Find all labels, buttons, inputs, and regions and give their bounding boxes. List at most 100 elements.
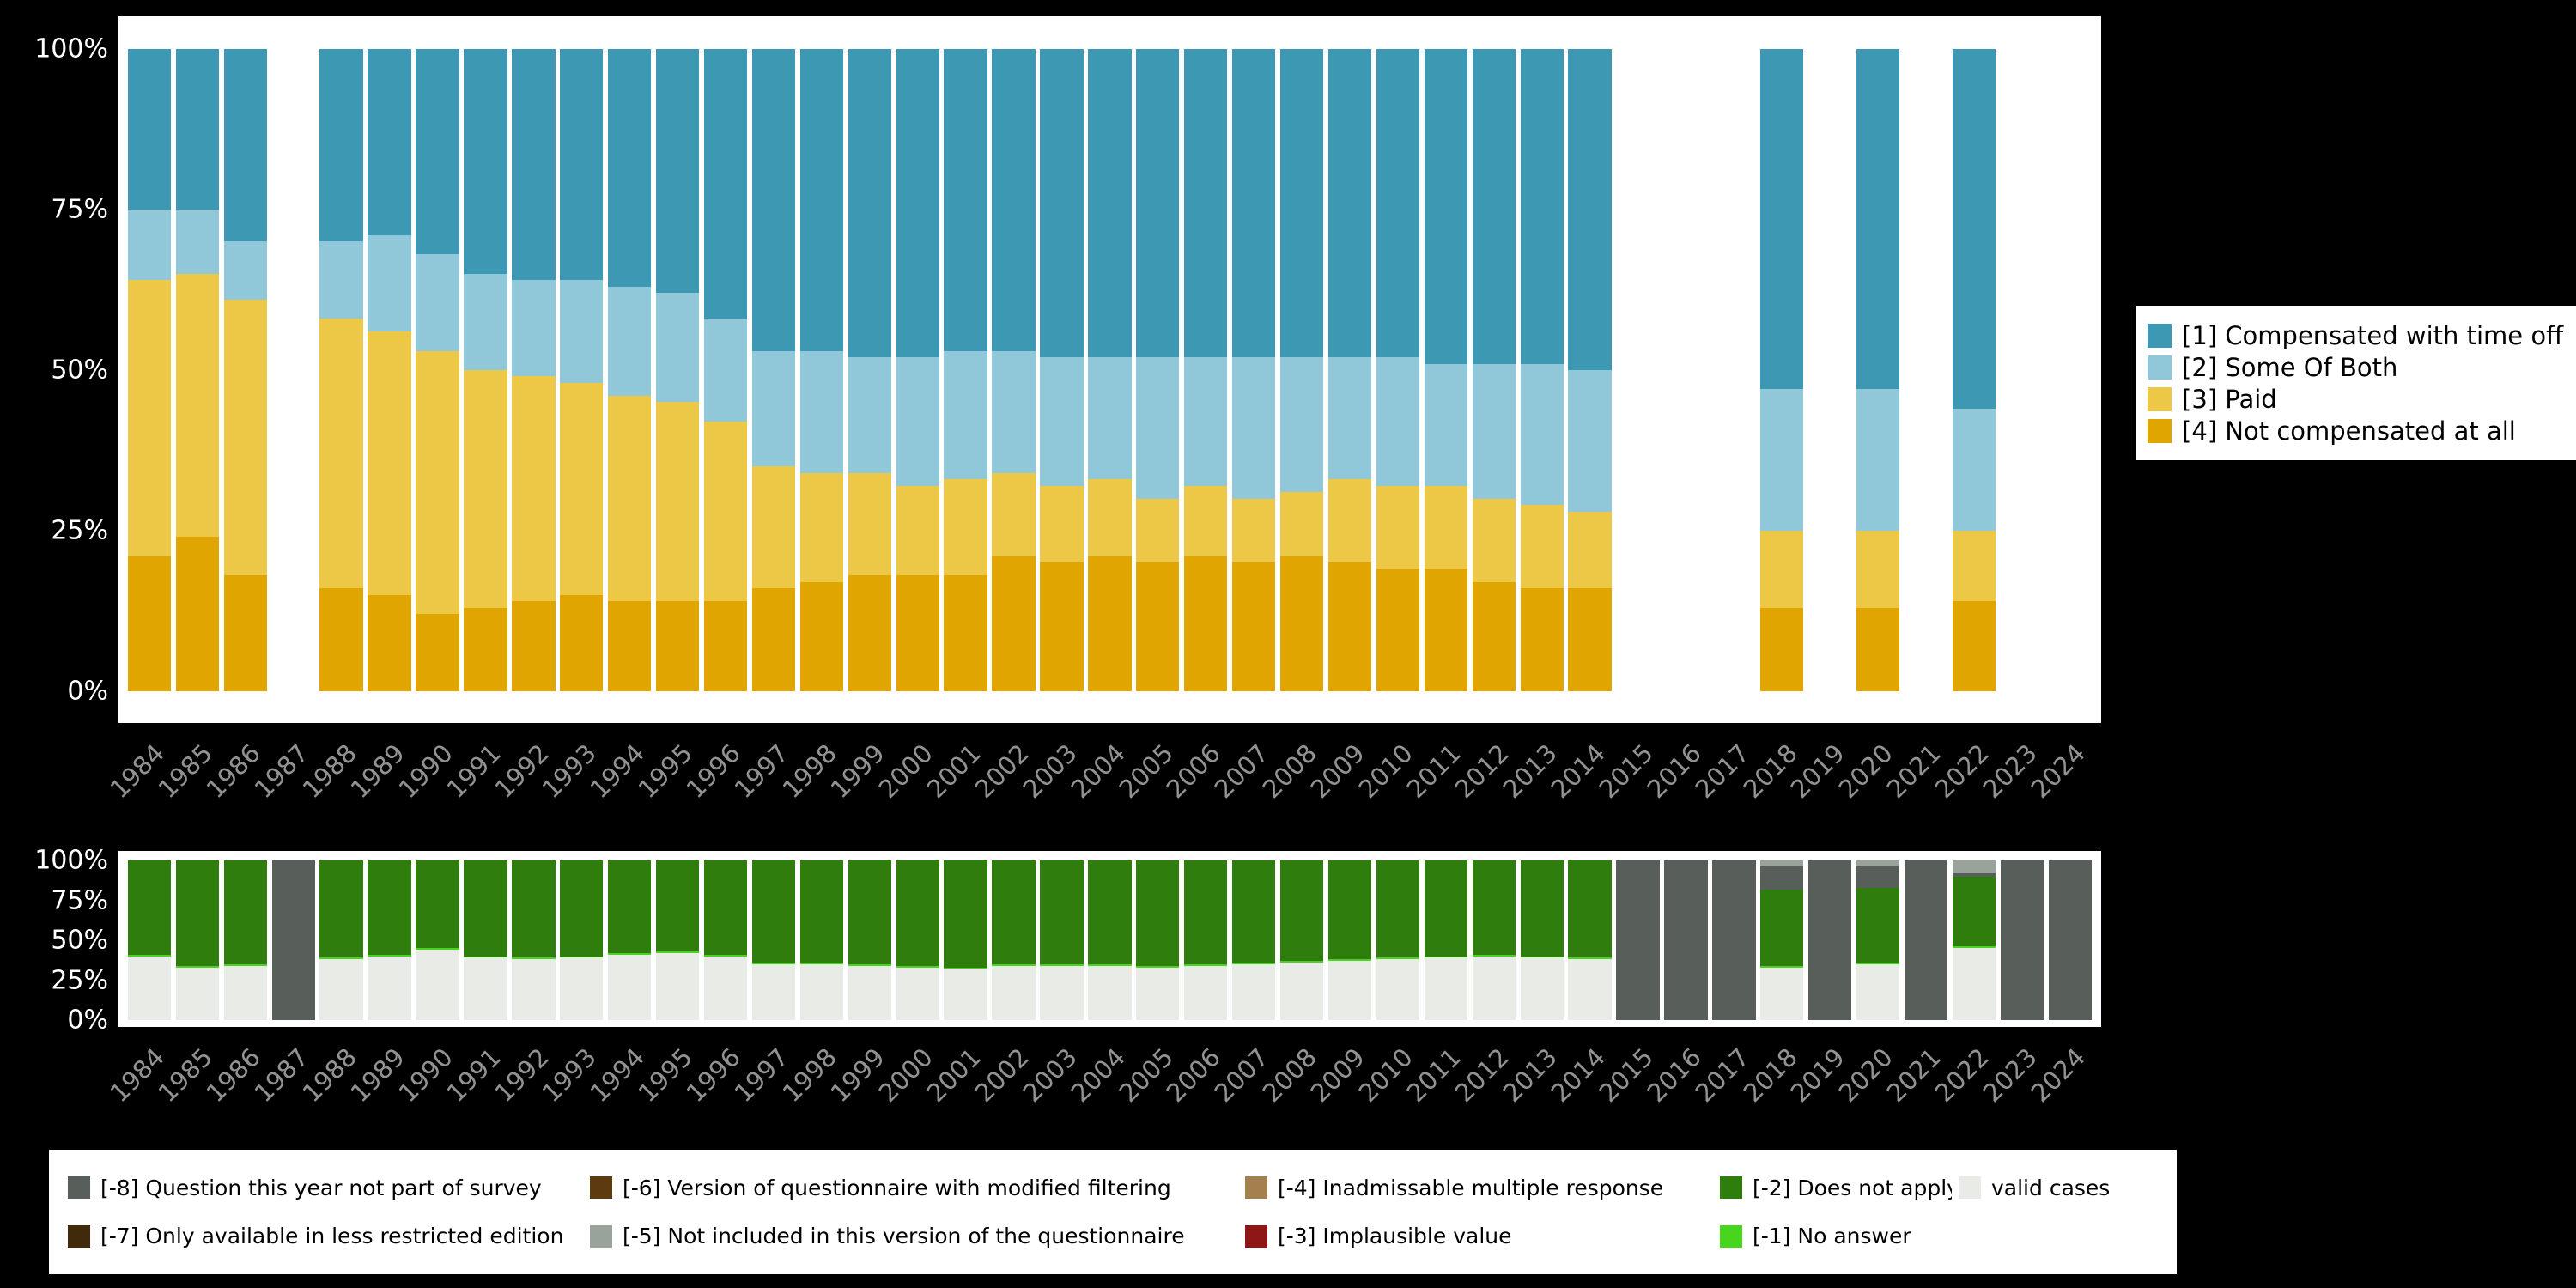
bar-segment[interactable] xyxy=(1856,963,1900,964)
bar-segment[interactable] xyxy=(751,963,796,964)
bar-segment[interactable] xyxy=(1856,607,1900,691)
bar-segment[interactable] xyxy=(127,954,172,957)
stacked-bar-2000[interactable] xyxy=(896,860,939,1020)
stacked-bar-2018[interactable] xyxy=(1760,49,1804,691)
stacked-bar-1996[interactable] xyxy=(703,860,748,1020)
bar-segment[interactable] xyxy=(1952,948,1996,1020)
bar-segment[interactable] xyxy=(368,954,411,957)
bar-segment[interactable] xyxy=(992,963,1036,966)
stacked-bar-1996[interactable] xyxy=(703,49,748,691)
bar-segment[interactable] xyxy=(608,395,652,602)
stacked-bar-1992[interactable] xyxy=(512,860,556,1020)
bar-segment[interactable] xyxy=(1232,498,1276,563)
bar-segment[interactable] xyxy=(655,951,700,953)
bar-segment[interactable] xyxy=(1424,860,1468,957)
bar-segment[interactable] xyxy=(1424,957,1468,1020)
bar-segment[interactable] xyxy=(1520,860,1564,957)
bar-segment[interactable] xyxy=(1856,49,1900,390)
stacked-bar-2022[interactable] xyxy=(1952,49,1996,691)
bar-segment[interactable] xyxy=(223,241,267,300)
bar-segment[interactable] xyxy=(1520,957,1564,1020)
bar-segment[interactable] xyxy=(944,350,987,480)
bar-segment[interactable] xyxy=(1760,967,1804,1020)
bar-segment[interactable] xyxy=(1327,479,1372,563)
bar-segment[interactable] xyxy=(368,331,411,595)
stacked-bar-2014[interactable] xyxy=(1568,49,1612,691)
bar-segment[interactable] xyxy=(1472,954,1516,957)
stacked-bar-2021[interactable] xyxy=(1904,860,1948,1020)
bar-segment[interactable] xyxy=(1952,601,1996,691)
bar-segment[interactable] xyxy=(944,969,987,1020)
stacked-bar-2012[interactable] xyxy=(1472,49,1516,691)
bar-segment[interactable] xyxy=(1424,568,1468,691)
bar-segment[interactable] xyxy=(608,49,652,287)
bar-segment[interactable] xyxy=(1376,860,1420,958)
stacked-bar-2020[interactable] xyxy=(1856,49,1900,691)
bar-segment[interactable] xyxy=(560,860,604,957)
bar-segment[interactable] xyxy=(799,581,844,691)
bar-segment[interactable] xyxy=(223,963,267,966)
bar-segment[interactable] xyxy=(175,965,220,968)
bar-segment[interactable] xyxy=(1520,363,1564,506)
bar-segment[interactable] xyxy=(1232,860,1276,963)
stacked-bar-1986[interactable] xyxy=(223,49,267,691)
stacked-bar-1990[interactable] xyxy=(416,860,459,1020)
bar-segment[interactable] xyxy=(848,357,891,473)
bar-segment[interactable] xyxy=(416,254,459,351)
stacked-bar-2001[interactable] xyxy=(944,860,987,1020)
bar-segment[interactable] xyxy=(1040,562,1084,691)
bar-segment[interactable] xyxy=(1232,357,1276,499)
bar-segment[interactable] xyxy=(608,954,652,1020)
stacked-bar-2013[interactable] xyxy=(1520,49,1564,691)
bar-segment[interactable] xyxy=(1568,957,1612,960)
bar-segment[interactable] xyxy=(992,556,1036,691)
bar-segment[interactable] xyxy=(1136,49,1180,358)
bar-segment[interactable] xyxy=(608,601,652,691)
bar-segment[interactable] xyxy=(1136,357,1180,499)
bar-segment[interactable] xyxy=(1136,498,1180,563)
bar-segment[interactable] xyxy=(1279,963,1324,1020)
bar-segment[interactable] xyxy=(1808,860,1852,1020)
bar-segment[interactable] xyxy=(1520,588,1564,691)
bar-segment[interactable] xyxy=(560,594,604,691)
bar-segment[interactable] xyxy=(1760,866,1804,890)
bar-segment[interactable] xyxy=(464,370,507,608)
stacked-bar-1993[interactable] xyxy=(560,860,604,1020)
bar-segment[interactable] xyxy=(1088,357,1132,480)
bar-segment[interactable] xyxy=(703,319,748,422)
bar-segment[interactable] xyxy=(1952,531,1996,602)
bar-segment[interactable] xyxy=(1184,860,1228,964)
bar-segment[interactable] xyxy=(655,952,700,1020)
bar-segment[interactable] xyxy=(1952,49,1996,409)
bar-segment[interactable] xyxy=(1279,492,1324,556)
bar-segment[interactable] xyxy=(223,575,267,691)
bar-segment[interactable] xyxy=(1760,965,1804,968)
bar-segment[interactable] xyxy=(1327,357,1372,480)
bar-segment[interactable] xyxy=(896,965,939,968)
bar-segment[interactable] xyxy=(223,299,267,576)
bar-segment[interactable] xyxy=(223,965,267,1020)
stacked-bar-2008[interactable] xyxy=(1279,49,1324,691)
bar-segment[interactable] xyxy=(1472,860,1516,955)
stacked-bar-1988[interactable] xyxy=(319,49,363,691)
bar-segment[interactable] xyxy=(368,49,411,235)
bar-segment[interactable] xyxy=(1136,860,1180,966)
bar-segment[interactable] xyxy=(127,556,172,691)
stacked-bar-2003[interactable] xyxy=(1040,49,1084,691)
stacked-bar-2000[interactable] xyxy=(896,49,939,691)
bar-segment[interactable] xyxy=(608,286,652,396)
bar-segment[interactable] xyxy=(1232,963,1276,1020)
bar-segment[interactable] xyxy=(799,472,844,582)
stacked-bar-1986[interactable] xyxy=(223,860,267,1020)
bar-segment[interactable] xyxy=(1040,860,1084,964)
bar-segment[interactable] xyxy=(560,382,604,595)
bar-segment[interactable] xyxy=(1952,408,1996,532)
stacked-bar-2009[interactable] xyxy=(1327,49,1372,691)
stacked-bar-1990[interactable] xyxy=(416,49,459,691)
stacked-bar-2023[interactable] xyxy=(2000,860,2044,1020)
bar-segment[interactable] xyxy=(1040,357,1084,486)
bar-segment[interactable] xyxy=(992,49,1036,351)
bar-segment[interactable] xyxy=(175,967,220,1020)
bar-segment[interactable] xyxy=(1279,49,1324,358)
bar-segment[interactable] xyxy=(944,49,987,351)
